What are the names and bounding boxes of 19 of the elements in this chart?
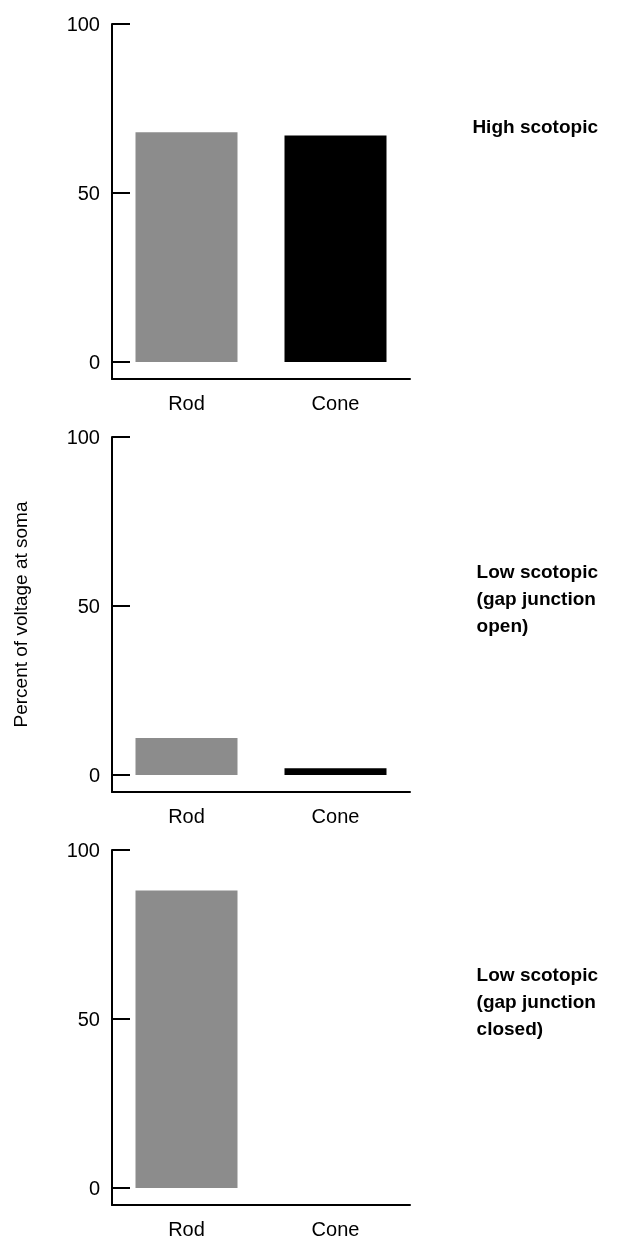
- y-tick-label: 0: [88, 1177, 100, 1200]
- y-tick-label: 100: [66, 426, 100, 448]
- y-tick-label: 50: [77, 1008, 100, 1031]
- x-tick-label: Cone: [311, 392, 360, 414]
- x-tick-label: Rod: [168, 805, 205, 827]
- y-tick-label: 50: [77, 595, 100, 618]
- y-tick-label: 0: [88, 351, 100, 374]
- text: Low scotopic (gap junction closed): [476, 964, 599, 1039]
- text: High scotopic: [472, 116, 599, 137]
- y-tick-label: 100: [66, 839, 100, 861]
- y-tick-label: 100: [66, 13, 100, 35]
- x-tick-label: Cone: [311, 805, 360, 827]
- y-tick-label: 50: [77, 182, 100, 205]
- x-tick-label: Cone: [311, 1218, 360, 1239]
- y-tick-label: 0: [88, 764, 100, 787]
- x-tick-label: Rod: [168, 392, 205, 414]
- text: Low scotopic (gap junction open): [476, 561, 599, 636]
- x-tick-label: Rod: [168, 1218, 205, 1239]
- y-axis-title: Percent of voltage at soma: [10, 501, 31, 728]
